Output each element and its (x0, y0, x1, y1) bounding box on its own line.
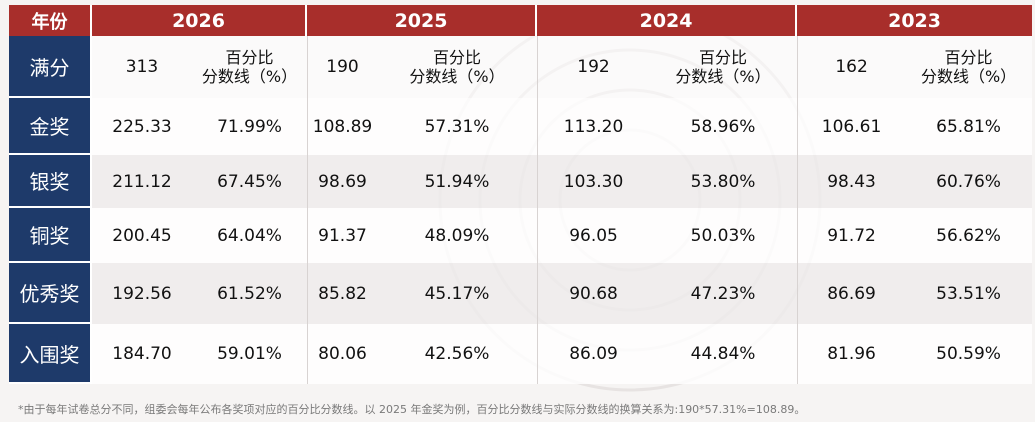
percent-cell: 71.99% (192, 98, 308, 155)
score-cell: 192.56 (92, 263, 192, 324)
percent-cell: 47.23% (649, 263, 798, 324)
percent-cell: 百分比 分数线（%） (192, 36, 308, 98)
year-2024-header: 2024 (537, 5, 798, 36)
score-cell: 162 (797, 36, 906, 98)
table-row: 优秀奖 192.56 61.52% 85.82 45.17% 90.68 47.23% 86.… (9, 263, 1033, 324)
percent-cell: 百分比 分数线（%） (377, 36, 538, 98)
score-cell: 113.20 (537, 98, 650, 155)
score-cell: 211.12 (92, 155, 192, 208)
score-cell: 85.82 (307, 263, 378, 324)
score-cell: 90.68 (537, 263, 650, 324)
percent-cell: 57.31% (377, 98, 538, 155)
row-label: 金奖 (9, 98, 92, 155)
score-cell: 190 (307, 36, 378, 98)
percent-cell: 59.01% (192, 324, 308, 384)
year-2025-header: 2025 (307, 5, 538, 36)
percent-cell: 53.51% (905, 263, 1033, 324)
row-label: 优秀奖 (9, 263, 92, 324)
score-cell: 200.45 (92, 208, 192, 263)
row-label: 银奖 (9, 155, 92, 208)
table-row: 满分 313 百分比 分数线（%） 190 百分比 分数线（%） 192 百分比 分数线（%… (9, 36, 1033, 98)
score-cell: 98.69 (307, 155, 378, 208)
percent-cell: 56.62% (905, 208, 1033, 263)
percent-cell: 58.96% (649, 98, 798, 155)
row-label: 铜奖 (9, 208, 92, 263)
award-score-table: 年份 2026 2025 2024 2023 满分 313 百分比 分数线（%） 19… (9, 5, 1033, 384)
score-cell: 184.70 (92, 324, 192, 384)
score-cell: 192 (537, 36, 650, 98)
percent-cell: 50.59% (905, 324, 1033, 384)
score-cell: 81.96 (797, 324, 906, 384)
percent-cell: 51.94% (377, 155, 538, 208)
row-label: 入围奖 (9, 324, 92, 384)
table-row: 铜奖 200.45 64.04% 91.37 48.09% 96.05 50.03% 91.7… (9, 208, 1033, 263)
score-cell: 91.37 (307, 208, 378, 263)
table-row: 入围奖 184.70 59.01% 80.06 42.56% 86.09 44.84% 81.… (9, 324, 1033, 384)
header-row: 年份 2026 2025 2024 2023 (9, 5, 1033, 36)
score-cell: 103.30 (537, 155, 650, 208)
score-cell: 80.06 (307, 324, 378, 384)
percent-cell: 45.17% (377, 263, 538, 324)
score-cell: 96.05 (537, 208, 650, 263)
score-cell: 313 (92, 36, 192, 98)
score-cell: 98.43 (797, 155, 906, 208)
percent-cell: 44.84% (649, 324, 798, 384)
percent-cell: 53.80% (649, 155, 798, 208)
score-cell: 108.89 (307, 98, 378, 155)
percent-cell: 67.45% (192, 155, 308, 208)
percent-cell: 42.56% (377, 324, 538, 384)
score-cell: 106.61 (797, 98, 906, 155)
table-row: 金奖 225.33 71.99% 108.89 57.31% 113.20 58.96% 10… (9, 98, 1033, 155)
score-cell: 86.09 (537, 324, 650, 384)
percent-cell: 48.09% (377, 208, 538, 263)
percent-cell: 65.81% (905, 98, 1033, 155)
year-2026-header: 2026 (92, 5, 308, 36)
percent-cell: 64.04% (192, 208, 308, 263)
year-2023-header: 2023 (797, 5, 1033, 36)
score-cell: 86.69 (797, 263, 906, 324)
score-cell: 225.33 (92, 98, 192, 155)
year-header-label: 年份 (9, 5, 92, 36)
score-cell: 91.72 (797, 208, 906, 263)
table-row: 银奖 211.12 67.45% 98.69 51.94% 103.30 53.80% 98.… (9, 155, 1033, 208)
row-label: 满分 (9, 36, 92, 98)
percent-cell: 百分比 分数线（%） (649, 36, 798, 98)
percent-cell: 百分比 分数线（%） (905, 36, 1033, 98)
footnote: *由于每年试卷总分不同，组委会每年公布各奖项对应的百分比分数线。以 2025 年… (18, 403, 806, 416)
percent-cell: 61.52% (192, 263, 308, 324)
percent-cell: 60.76% (905, 155, 1033, 208)
percent-cell: 50.03% (649, 208, 798, 263)
